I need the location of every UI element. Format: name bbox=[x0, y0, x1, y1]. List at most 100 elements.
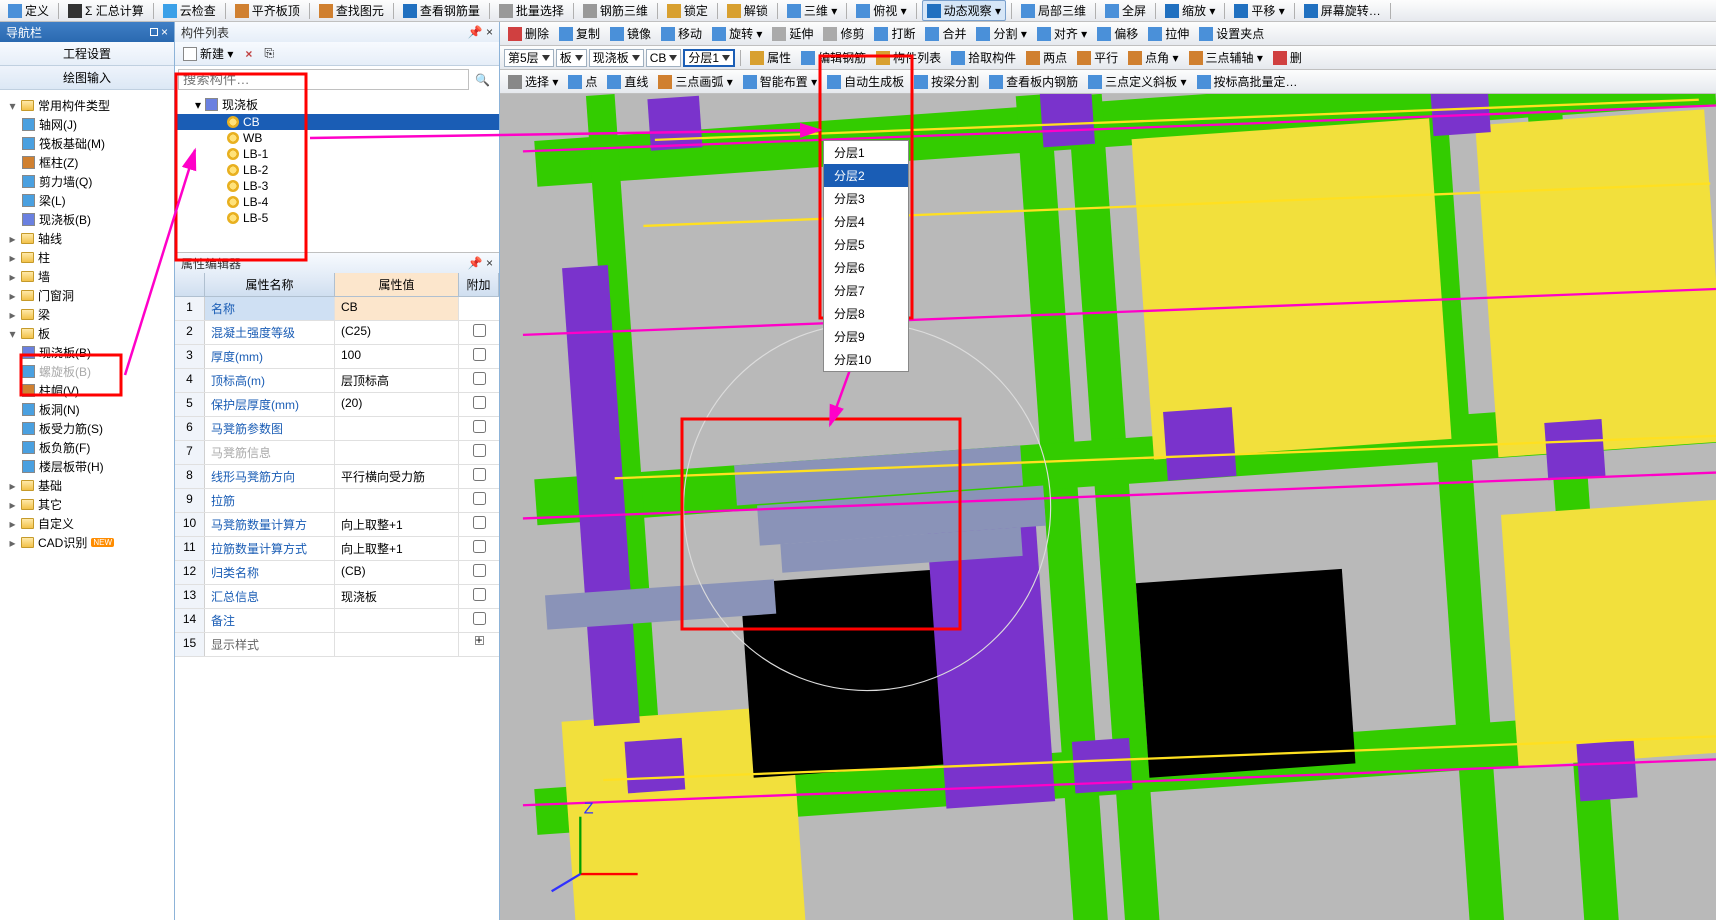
comp-tree-item[interactable]: LB-4 bbox=[175, 194, 499, 210]
tb-btn[interactable]: 俯视 ▾ bbox=[852, 1, 910, 20]
property-row[interactable]: 3 厚度(mm)100 bbox=[175, 345, 499, 369]
comp-tree-item[interactable]: CB bbox=[175, 114, 499, 130]
tb-btn[interactable]: 构件列表 bbox=[872, 48, 945, 67]
tb-btn[interactable]: 点角 ▾ bbox=[1124, 48, 1182, 67]
tb-btn[interactable]: 旋转 ▾ bbox=[708, 24, 766, 43]
prop-extra-checkbox[interactable] bbox=[473, 468, 486, 481]
tree-item[interactable]: ▾板 bbox=[0, 324, 174, 343]
tb-btn[interactable]: 查找图元 bbox=[315, 1, 388, 20]
prop-extra-checkbox[interactable] bbox=[473, 492, 486, 505]
expand-icon[interactable]: ▸ bbox=[8, 498, 17, 512]
close-icon[interactable]: × bbox=[161, 25, 168, 39]
tree-item[interactable]: 梁(L) bbox=[0, 191, 174, 210]
tb-btn[interactable]: 锁定 bbox=[663, 1, 712, 20]
prop-value[interactable]: CB bbox=[335, 297, 459, 320]
layer-option[interactable]: 分层10 bbox=[824, 348, 908, 371]
selector-combo[interactable]: 现浇板 bbox=[589, 49, 644, 67]
tb-btn[interactable]: 删除 bbox=[504, 24, 553, 43]
selector-combo[interactable]: 分层1 bbox=[683, 49, 735, 67]
expand-icon[interactable]: ▾ bbox=[8, 327, 17, 341]
search-input[interactable] bbox=[178, 69, 469, 90]
selector-combo[interactable]: 第5层 bbox=[504, 49, 554, 67]
prop-value[interactable] bbox=[335, 633, 459, 656]
prop-value[interactable] bbox=[335, 609, 459, 632]
prop-value[interactable] bbox=[335, 489, 459, 512]
property-row[interactable]: 11 拉筋数量计算方式向上取整+1 bbox=[175, 537, 499, 561]
prop-value[interactable] bbox=[335, 417, 459, 440]
tb-btn[interactable]: 镜像 bbox=[606, 24, 655, 43]
property-row[interactable]: 4 顶标高(m)层顶标高 bbox=[175, 369, 499, 393]
tb-btn[interactable]: 设置夹点 bbox=[1195, 24, 1268, 43]
expand-icon[interactable]: ▸ bbox=[8, 536, 17, 550]
prop-value[interactable]: 平行横向受力筋 bbox=[335, 465, 459, 488]
tree-item[interactable]: 板洞(N) bbox=[0, 400, 174, 419]
tb-btn[interactable]: 批量选择 bbox=[495, 1, 568, 20]
property-row[interactable]: 14 备注 bbox=[175, 609, 499, 633]
expand-icon[interactable]: ▸ bbox=[8, 517, 17, 531]
layer-option[interactable]: 分层6 bbox=[824, 256, 908, 279]
expand-icon[interactable]: ▾ bbox=[195, 98, 201, 112]
prop-extra-checkbox[interactable] bbox=[473, 396, 486, 409]
expand-icon[interactable]: ▾ bbox=[8, 99, 17, 113]
property-row[interactable]: 9 拉筋 bbox=[175, 489, 499, 513]
property-row[interactable]: 10 马凳筋数量计算方向上取整+1 bbox=[175, 513, 499, 537]
prop-extra-checkbox[interactable] bbox=[473, 612, 486, 625]
tb-btn[interactable]: 三点画弧 ▾ bbox=[654, 72, 736, 91]
pin-icon[interactable]: 📌 bbox=[468, 25, 483, 39]
prop-value[interactable] bbox=[335, 441, 459, 464]
prop-extra-checkbox[interactable] bbox=[473, 564, 486, 577]
property-row[interactable]: 6 马凳筋参数图 bbox=[175, 417, 499, 441]
tb-btn[interactable]: 解锁 bbox=[723, 1, 772, 20]
layer-option[interactable]: 分层5 bbox=[824, 233, 908, 256]
viewport-3d[interactable]: Z 分层1分层2分层3分层4分层5分层6分层7分层8分层9分层10 bbox=[500, 94, 1716, 920]
tb-btn[interactable]: 点 bbox=[564, 72, 601, 91]
pin-icon[interactable] bbox=[150, 28, 158, 36]
tb-btn[interactable]: 钢筋三维 bbox=[579, 1, 652, 20]
new-button[interactable]: 新建 ▾ bbox=[179, 44, 237, 63]
tree-item[interactable]: 现浇板(B) bbox=[0, 210, 174, 229]
prop-extra-checkbox[interactable] bbox=[473, 372, 486, 385]
tb-btn[interactable]: 智能布置 ▾ bbox=[739, 72, 821, 91]
tb-btn[interactable]: 云检查 bbox=[159, 1, 220, 20]
tb-btn[interactable]: 平移 ▾ bbox=[1230, 1, 1288, 20]
property-row[interactable]: 8 线形马凳筋方向平行横向受力筋 bbox=[175, 465, 499, 489]
layer-option[interactable]: 分层4 bbox=[824, 210, 908, 233]
tb-btn[interactable]: 属性 bbox=[746, 48, 795, 67]
tb-btn[interactable]: 三维 ▾ bbox=[783, 1, 841, 20]
tb-btn[interactable]: 动态观察 ▾ bbox=[922, 0, 1006, 21]
tb-btn[interactable]: 删 bbox=[1269, 48, 1306, 67]
tb-btn[interactable]: 三点定义斜板 ▾ bbox=[1084, 72, 1190, 91]
property-row[interactable]: 5 保护层厚度(mm)(20) bbox=[175, 393, 499, 417]
tb-btn[interactable]: 屏幕旋转… bbox=[1300, 1, 1385, 20]
tree-item[interactable]: ▸自定义 bbox=[0, 514, 174, 533]
tb-btn[interactable]: 合并 bbox=[921, 24, 970, 43]
expand-icon[interactable]: ▸ bbox=[8, 479, 17, 493]
expand-icon[interactable]: ▸ bbox=[8, 270, 17, 284]
delete-button[interactable]: × bbox=[241, 46, 256, 62]
tb-btn[interactable]: 延伸 bbox=[768, 24, 817, 43]
comp-tree-item[interactable]: LB-3 bbox=[175, 178, 499, 194]
tb-btn[interactable]: 分割 ▾ bbox=[972, 24, 1030, 43]
tb-btn[interactable]: 自动生成板 bbox=[823, 72, 908, 91]
tree-item[interactable]: 轴网(J) bbox=[0, 115, 174, 134]
comp-tree-item[interactable]: WB bbox=[175, 130, 499, 146]
tree-item[interactable]: 楼层板带(H) bbox=[0, 457, 174, 476]
property-row[interactable]: 1 名称CB bbox=[175, 297, 499, 321]
tb-btn[interactable]: 三点辅轴 ▾ bbox=[1185, 48, 1267, 67]
prop-extra-checkbox[interactable] bbox=[473, 588, 486, 601]
prop-extra-checkbox[interactable] bbox=[473, 324, 486, 337]
tb-btn[interactable]: 按梁分割 bbox=[910, 72, 983, 91]
layer-option[interactable]: 分层7 bbox=[824, 279, 908, 302]
tb-btn[interactable]: 选择 ▾ bbox=[504, 72, 562, 91]
tree-item[interactable]: 剪力墙(Q) bbox=[0, 172, 174, 191]
tb-btn[interactable]: Σ 汇总计算 bbox=[64, 1, 148, 20]
tb-btn[interactable]: 全屏 bbox=[1101, 1, 1150, 20]
close-icon[interactable]: × bbox=[486, 25, 493, 39]
property-row[interactable]: 7 马凳筋信息 bbox=[175, 441, 499, 465]
tb-btn[interactable]: 平行 bbox=[1073, 48, 1122, 67]
tb-btn[interactable]: 拾取构件 bbox=[947, 48, 1020, 67]
expand-icon[interactable]: ▸ bbox=[8, 232, 17, 246]
tree-item[interactable]: ▸其它 bbox=[0, 495, 174, 514]
tree-item[interactable]: 板负筋(F) bbox=[0, 438, 174, 457]
comp-tree-item[interactable]: LB-5 bbox=[175, 210, 499, 226]
